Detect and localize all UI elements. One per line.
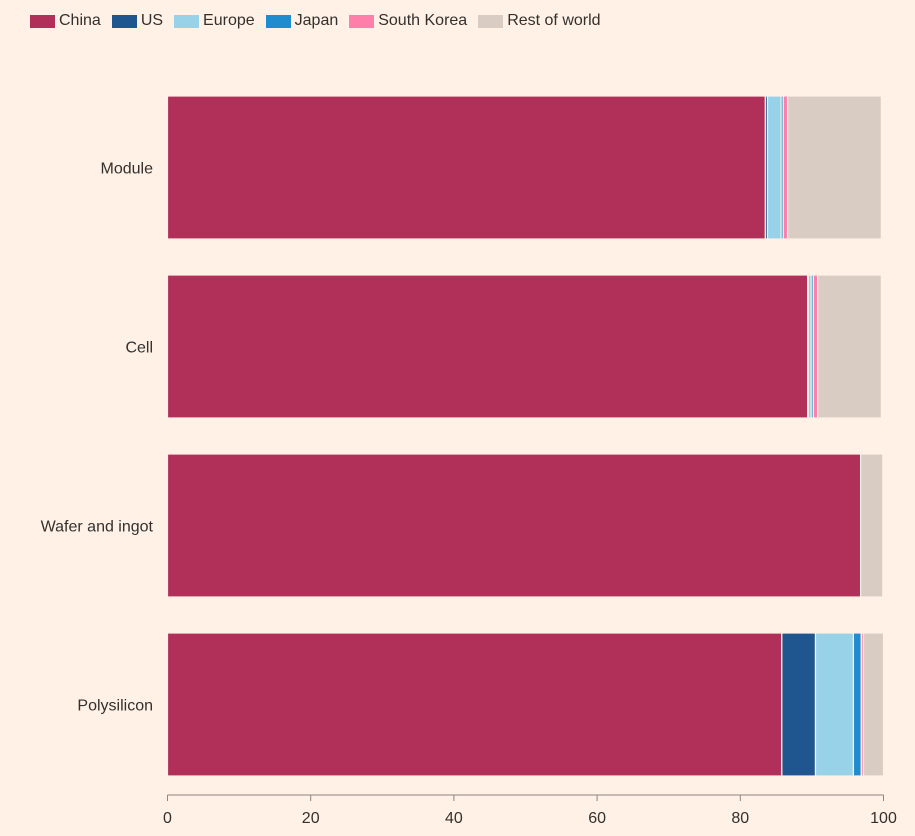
bar-cell-south-korea — [812, 274, 819, 419]
x-tick-label-1: 20 — [302, 810, 320, 827]
legend-label-us: US — [140, 12, 164, 29]
legend-label-europe: Europe — [203, 12, 255, 29]
bar-module-europe — [766, 95, 782, 240]
legend-label-china: China — [59, 12, 101, 29]
bar-cell-rest-of-world — [817, 274, 882, 419]
category-label-module: Module — [101, 161, 154, 178]
legend-swatch-europe — [174, 14, 200, 28]
legend-item-europe: Europe — [174, 12, 255, 30]
category-label-polysilicon: Polysilicon — [77, 698, 153, 715]
bar-polysilicon-japan — [852, 632, 862, 777]
bar-module-south-korea — [782, 95, 789, 240]
bar-polysilicon-europe — [814, 632, 855, 777]
category-label-cell: Cell — [125, 340, 153, 357]
legend-item-china: China — [30, 12, 101, 30]
legend-swatch-rest-of-world — [478, 14, 504, 28]
legend-swatch-south-korea — [349, 14, 375, 28]
legend: China US Europe Japan South Korea Rest o… — [30, 12, 612, 30]
legend-item-us: US — [111, 12, 164, 30]
x-tick-label-5: 100 — [870, 810, 897, 827]
x-tick-label-2: 40 — [445, 810, 463, 827]
bar-polysilicon-rest-of-world — [862, 632, 885, 777]
bar-cell-china — [166, 274, 809, 419]
legend-swatch-japan — [265, 14, 291, 28]
legend-label-south-korea: South Korea — [378, 12, 468, 29]
bar-wafer-and-ingot-rest-of-world — [859, 453, 884, 598]
legend-item-rest-of-world: Rest of world — [478, 12, 601, 30]
bar-polysilicon-china — [166, 632, 783, 777]
x-tick-label-4: 80 — [731, 810, 749, 827]
category-label-wafer-and-ingot: Wafer and ingot — [41, 519, 154, 536]
legend-swatch-us — [111, 14, 137, 28]
bar-module-rest-of-world — [786, 95, 882, 240]
legend-label-rest-of-world: Rest of world — [507, 12, 601, 29]
legend-item-south-korea: South Korea — [349, 12, 467, 30]
bar-module-china — [166, 95, 766, 240]
legend-swatch-china — [30, 14, 55, 28]
x-tick-label-0: 0 — [163, 810, 172, 827]
bar-wafer-and-ingot-china — [166, 453, 862, 598]
legend-item-japan: Japan — [265, 12, 339, 30]
x-tick-label-3: 60 — [588, 810, 606, 827]
legend-label-japan: Japan — [294, 12, 339, 29]
bar-polysilicon-us — [781, 632, 817, 777]
